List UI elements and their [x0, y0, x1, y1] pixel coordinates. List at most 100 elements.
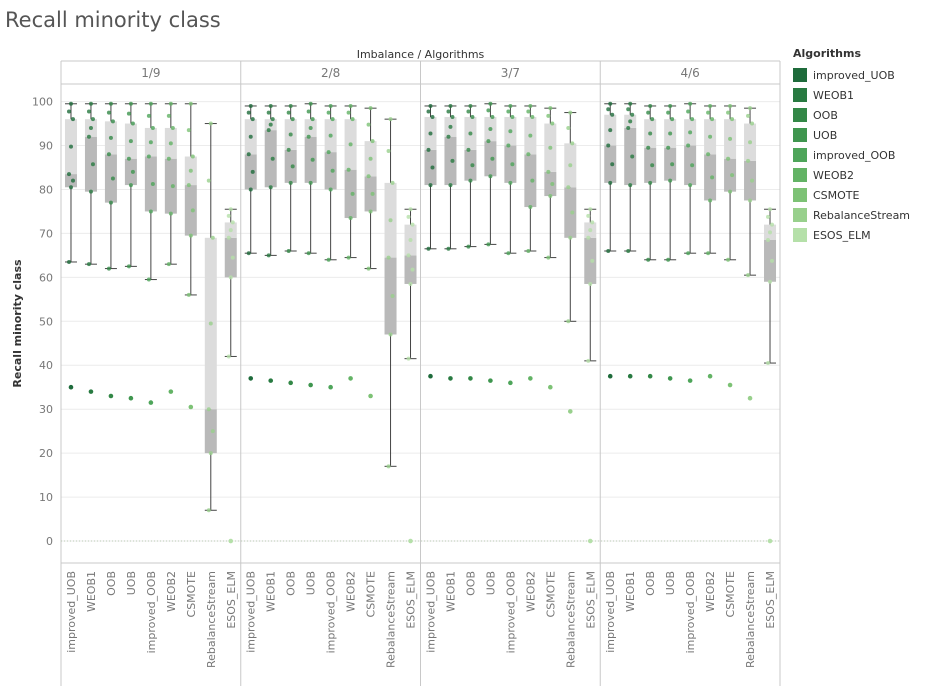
- data-point: [550, 181, 555, 186]
- data-point: [706, 251, 711, 256]
- legend: Algorithms improved_UOB WEOB1 OOB UOB im…: [793, 47, 910, 245]
- data-point: [628, 119, 633, 124]
- data-point: [388, 332, 393, 337]
- legend-item-rebalancestream[interactable]: RebalanceStream: [793, 205, 910, 225]
- legend-label: UOB: [813, 128, 838, 142]
- data-point: [306, 134, 311, 139]
- data-point: [646, 257, 651, 262]
- outlier-point: [288, 380, 293, 386]
- x-tick-label: WEOB1: [444, 571, 457, 612]
- outlier-point: [368, 393, 373, 399]
- data-point: [770, 258, 775, 263]
- legend-item-uob[interactable]: UOB: [793, 125, 910, 145]
- data-point: [466, 109, 471, 114]
- data-point: [388, 117, 393, 122]
- outlier-point: [68, 384, 74, 390]
- x-tick-label: OOB: [105, 571, 118, 596]
- outlier-point: [488, 378, 493, 383]
- data-point: [668, 131, 673, 136]
- data-point: [748, 198, 753, 203]
- data-point: [626, 107, 631, 112]
- data-point: [326, 110, 331, 115]
- data-point: [426, 147, 431, 152]
- data-point: [688, 183, 693, 188]
- outlier-point: [747, 395, 753, 401]
- data-point: [408, 281, 413, 286]
- outlier-point: [188, 404, 194, 410]
- data-point: [406, 253, 411, 258]
- data-point: [506, 143, 511, 148]
- data-point: [726, 110, 731, 115]
- page-title: Recall minority class: [5, 8, 221, 32]
- data-point: [466, 147, 471, 152]
- column-header: Imbalance / Algorithms: [357, 48, 485, 61]
- legend-item-weob2[interactable]: WEOB2: [793, 165, 910, 185]
- data-point: [708, 198, 713, 203]
- x-tick-label: UOB: [484, 571, 497, 595]
- data-point: [206, 407, 211, 412]
- data-point: [588, 228, 593, 233]
- legend-swatch: [793, 108, 807, 122]
- outlier-point: [607, 373, 613, 379]
- data-point: [148, 209, 153, 214]
- data-point: [348, 142, 353, 147]
- data-point: [128, 139, 133, 144]
- data-point: [148, 140, 153, 145]
- data-point: [368, 209, 373, 214]
- outlier-point: [268, 378, 274, 383]
- legend-item-esos-elm[interactable]: ESOS_ELM: [793, 225, 910, 245]
- x-tick-label: ESOS_ELM: [225, 571, 238, 629]
- data-point: [330, 168, 335, 173]
- data-point: [386, 464, 391, 469]
- data-point: [748, 140, 753, 145]
- data-point: [286, 248, 291, 253]
- legend-label: ESOS_ELM: [813, 228, 871, 242]
- x-tick-label: RebalanceStream: [744, 571, 757, 668]
- x-tick-label: improved_OOB: [684, 571, 697, 653]
- data-point: [646, 110, 651, 115]
- data-point: [428, 131, 433, 136]
- data-point: [266, 253, 271, 258]
- y-tick-label: 60: [39, 271, 53, 284]
- data-point: [68, 101, 73, 106]
- data-point: [406, 214, 411, 219]
- data-point: [106, 152, 111, 157]
- legend-item-improved-oob[interactable]: improved_OOB: [793, 145, 910, 165]
- data-point: [506, 251, 511, 256]
- x-tick-label: WEOB1: [265, 571, 278, 612]
- data-point: [166, 113, 171, 118]
- data-point: [190, 154, 195, 159]
- legend-label: WEOB1: [813, 88, 855, 102]
- outlier-point: [687, 378, 693, 383]
- y-tick-label: 70: [39, 227, 53, 240]
- legend-item-improved-uob[interactable]: improved_UOB: [793, 65, 910, 85]
- data-point: [630, 112, 635, 117]
- data-point: [468, 131, 473, 136]
- data-point: [728, 103, 733, 108]
- data-point: [208, 121, 213, 126]
- data-point: [106, 266, 111, 271]
- x-tick-label: CSMOTE: [365, 571, 378, 618]
- data-point: [486, 242, 491, 247]
- data-point: [430, 114, 435, 119]
- legend-item-weob1[interactable]: WEOB1: [793, 85, 910, 105]
- data-point: [670, 117, 675, 122]
- data-point: [166, 156, 171, 161]
- data-point: [130, 121, 135, 126]
- data-point: [308, 101, 313, 106]
- data-point: [650, 163, 655, 168]
- outlier-point: [128, 395, 134, 401]
- data-point: [690, 117, 695, 122]
- outlier-point: [408, 538, 413, 544]
- data-point: [186, 128, 191, 133]
- legend-item-csmote[interactable]: CSMOTE: [793, 185, 910, 205]
- data-point: [268, 122, 273, 127]
- data-point: [208, 451, 213, 456]
- data-point: [568, 235, 573, 240]
- data-point: [610, 112, 615, 117]
- data-point: [166, 262, 171, 267]
- legend-item-oob[interactable]: OOB: [793, 105, 910, 125]
- data-point: [606, 248, 611, 253]
- data-point: [248, 134, 253, 139]
- y-tick-label: 20: [39, 447, 53, 460]
